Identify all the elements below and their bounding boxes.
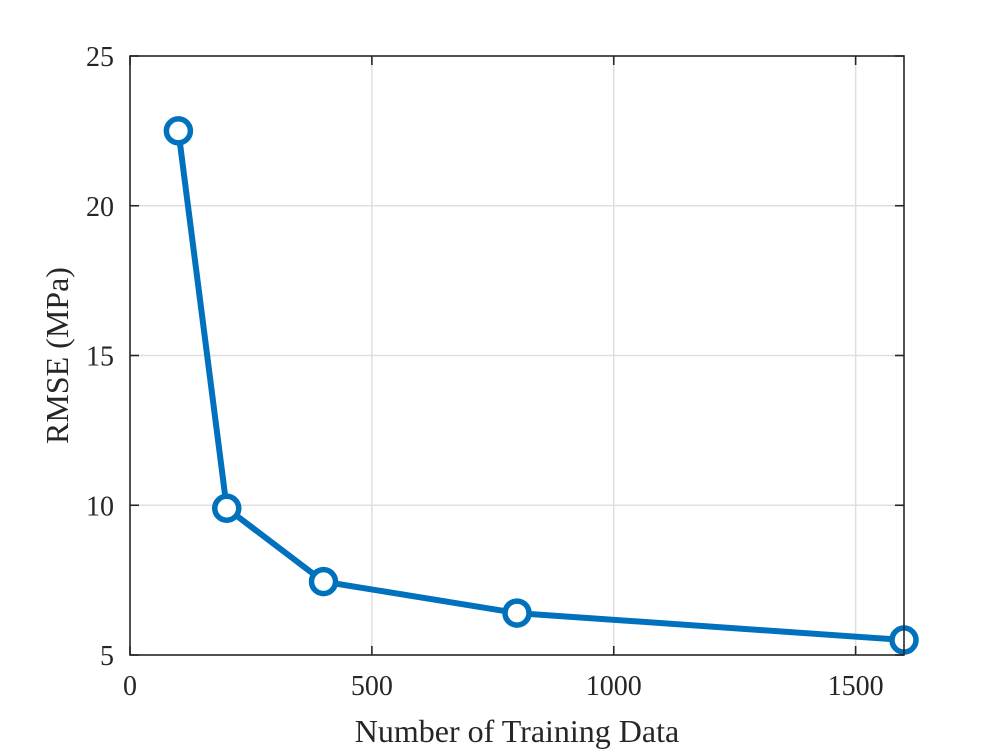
y-tick-label: 25 <box>86 42 114 73</box>
y-tick-label: 10 <box>86 491 114 522</box>
data-point <box>163 116 194 146</box>
series-line <box>175 127 907 644</box>
y-tick-label: 5 <box>100 641 114 672</box>
data-point <box>212 493 242 523</box>
series-layer <box>163 116 919 655</box>
tick-labels: 0 500 1000 1500 5 10 15 20 25 <box>86 42 884 702</box>
y-tick-label: 15 <box>86 342 114 373</box>
x-tick-label: 1000 <box>586 671 642 702</box>
x-tick-label: 500 <box>351 671 393 702</box>
data-point <box>502 598 532 628</box>
x-tick-label: 1500 <box>828 671 884 702</box>
y-axis-label: RMSE (MPa) <box>39 267 75 444</box>
tick-marks <box>129 55 904 656</box>
x-tick-label: 0 <box>123 671 137 702</box>
data-point <box>308 566 339 597</box>
x-axis-label: Number of Training Data <box>355 713 679 749</box>
grid <box>130 56 904 655</box>
y-tick-label: 20 <box>86 192 114 223</box>
